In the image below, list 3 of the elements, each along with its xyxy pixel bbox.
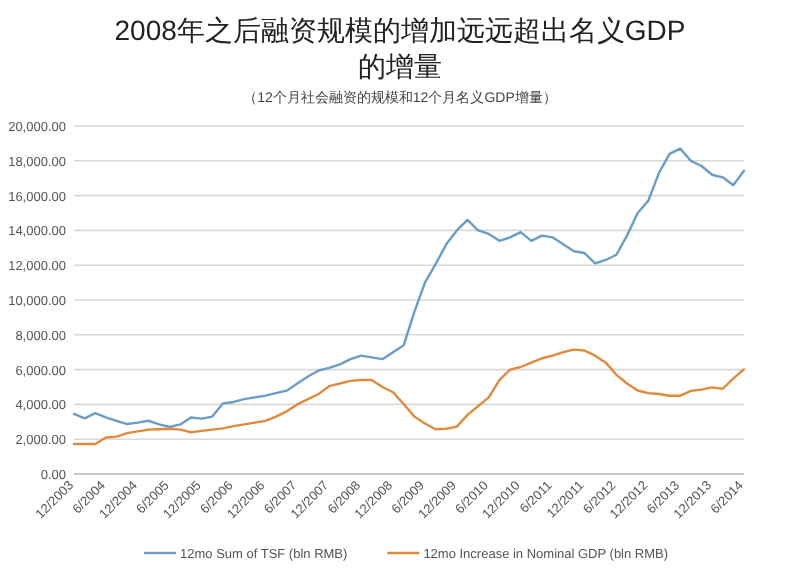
line-series (72, 348, 746, 446)
line-series (72, 147, 746, 429)
title: 2008年之后融资规模的增加远远超出名义GDP的增量 (114, 14, 686, 82)
